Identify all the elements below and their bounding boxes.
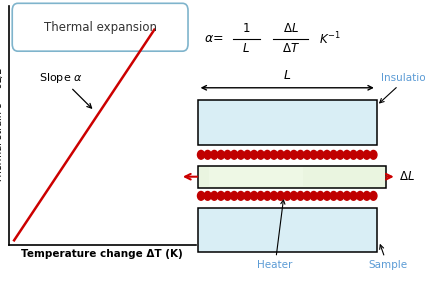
Circle shape: [323, 192, 331, 200]
Text: $\Delta L$: $\Delta L$: [283, 23, 298, 35]
Circle shape: [283, 192, 291, 200]
Circle shape: [357, 192, 364, 200]
Circle shape: [231, 192, 238, 200]
Bar: [198, 166, 385, 188]
Circle shape: [224, 192, 231, 200]
Text: Slope $\alpha$: Slope $\alpha$: [39, 70, 91, 108]
Circle shape: [303, 192, 311, 200]
Circle shape: [363, 192, 370, 200]
Circle shape: [204, 192, 211, 200]
Bar: [198, 208, 377, 252]
Circle shape: [224, 150, 231, 159]
Circle shape: [330, 150, 337, 159]
Circle shape: [237, 150, 244, 159]
Circle shape: [250, 150, 258, 159]
Circle shape: [310, 150, 317, 159]
Circle shape: [264, 192, 271, 200]
Circle shape: [277, 192, 284, 200]
Text: Heater: Heater: [258, 200, 293, 270]
Circle shape: [297, 150, 304, 159]
X-axis label: Temperature change ΔΤ (K): Temperature change ΔΤ (K): [21, 249, 183, 259]
Circle shape: [250, 192, 258, 200]
Circle shape: [237, 192, 244, 200]
Circle shape: [283, 150, 291, 159]
Bar: [198, 100, 377, 145]
Circle shape: [323, 150, 331, 159]
Circle shape: [244, 192, 251, 200]
Circle shape: [277, 150, 284, 159]
Circle shape: [217, 150, 224, 159]
Circle shape: [198, 192, 204, 200]
Text: $\Delta L$: $\Delta L$: [399, 170, 415, 183]
Bar: [209, 167, 303, 186]
Text: $1$: $1$: [242, 23, 250, 35]
Text: $L$: $L$: [283, 69, 291, 82]
Circle shape: [204, 150, 211, 159]
Text: $K^{-1}$: $K^{-1}$: [319, 30, 341, 47]
Text: Thermal expansion: Thermal expansion: [44, 21, 157, 34]
Circle shape: [350, 192, 357, 200]
Text: $\Delta T$: $\Delta T$: [281, 42, 300, 55]
Circle shape: [297, 192, 304, 200]
Circle shape: [370, 150, 377, 159]
Circle shape: [310, 192, 317, 200]
FancyBboxPatch shape: [12, 3, 188, 51]
Text: $L$: $L$: [242, 42, 250, 55]
Circle shape: [343, 150, 351, 159]
Circle shape: [363, 150, 370, 159]
Circle shape: [317, 192, 324, 200]
Circle shape: [198, 150, 204, 159]
Circle shape: [257, 150, 264, 159]
Circle shape: [270, 150, 278, 159]
Y-axis label: Thermal strain ε = δL/L: Thermal strain ε = δL/L: [0, 68, 4, 182]
Circle shape: [317, 150, 324, 159]
Circle shape: [290, 192, 298, 200]
Circle shape: [343, 192, 351, 200]
Circle shape: [211, 150, 218, 159]
Circle shape: [337, 150, 344, 159]
Circle shape: [244, 150, 251, 159]
Text: Insulation: Insulation: [380, 73, 425, 103]
Circle shape: [211, 192, 218, 200]
Circle shape: [350, 150, 357, 159]
Circle shape: [217, 192, 224, 200]
Circle shape: [290, 150, 298, 159]
Circle shape: [231, 150, 238, 159]
Circle shape: [370, 192, 377, 200]
Circle shape: [270, 192, 278, 200]
Circle shape: [257, 192, 264, 200]
Circle shape: [357, 150, 364, 159]
Text: $\alpha\!=\!$: $\alpha\!=\!$: [204, 32, 224, 45]
Text: Sample: Sample: [368, 245, 407, 270]
Circle shape: [303, 150, 311, 159]
Circle shape: [330, 192, 337, 200]
Circle shape: [337, 192, 344, 200]
Circle shape: [264, 150, 271, 159]
